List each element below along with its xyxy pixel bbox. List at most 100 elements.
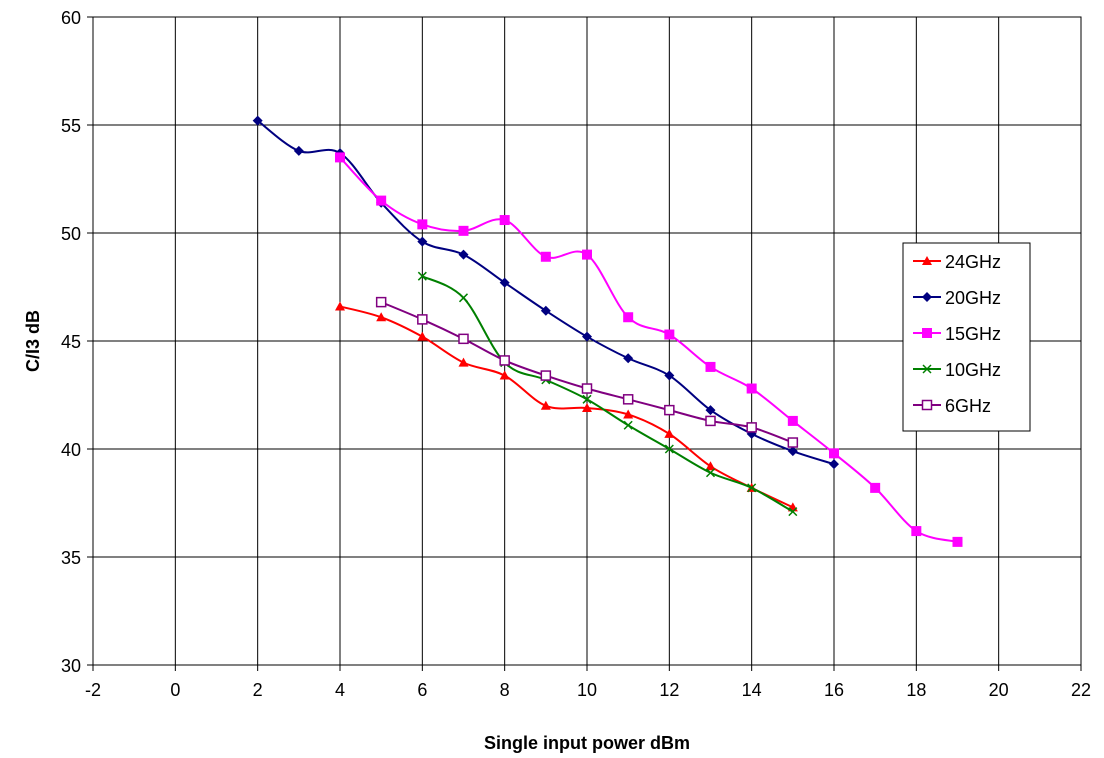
data-point-6ghz bbox=[787, 437, 799, 448]
data-point-20ghz bbox=[458, 249, 469, 260]
data-point-20ghz bbox=[252, 115, 263, 126]
data-point-6ghz bbox=[705, 415, 716, 427]
data-point-24ghz bbox=[582, 402, 592, 412]
data-point-24ghz bbox=[540, 400, 551, 410]
data-point-10ghz bbox=[705, 468, 716, 478]
legend-marker-6ghz bbox=[921, 399, 933, 411]
data-point-20ghz bbox=[787, 446, 798, 457]
series-line-10ghz bbox=[421, 275, 794, 513]
data-point-10ghz bbox=[788, 507, 798, 517]
data-point-24ghz bbox=[664, 428, 675, 438]
legend-label-6ghz: 6GHz bbox=[945, 396, 991, 416]
data-point-6ghz bbox=[581, 383, 593, 394]
series-6ghz bbox=[375, 296, 799, 448]
legend-label-20ghz: 20GHz bbox=[945, 288, 1001, 308]
data-point-15ghz bbox=[911, 526, 922, 537]
data-point-6ghz bbox=[540, 370, 552, 381]
legend-marker-24ghz bbox=[922, 256, 932, 265]
data-point-15ghz bbox=[870, 482, 881, 493]
data-point-6ghz bbox=[622, 394, 634, 405]
y-axis-title: C/I3 dB bbox=[23, 310, 43, 372]
data-point-15ghz bbox=[746, 383, 757, 394]
data-point-24ghz bbox=[705, 461, 716, 471]
x-tick-label: 20 bbox=[989, 680, 1009, 700]
legend-label-24ghz: 24GHz bbox=[945, 252, 1001, 272]
data-point-20ghz bbox=[582, 331, 592, 342]
x-tick-label: 2 bbox=[253, 680, 263, 700]
data-point-24ghz bbox=[623, 409, 634, 419]
y-tick-label: 30 bbox=[61, 656, 81, 676]
series-20ghz bbox=[252, 115, 839, 470]
data-point-6ghz bbox=[664, 404, 675, 416]
data-point-15ghz bbox=[458, 225, 469, 236]
series-15ghz bbox=[335, 152, 963, 547]
tick-labels: -2 0 2 4 6 8 10 12 14 16 18 20 22 30 35 40 45 50 55 60 bbox=[61, 8, 1091, 700]
legend-label-15ghz: 15GHz bbox=[945, 324, 1001, 344]
data-point-15ghz bbox=[335, 152, 345, 163]
data-point-20ghz bbox=[623, 353, 634, 364]
x-tick-label: 10 bbox=[577, 680, 597, 700]
series-lines bbox=[252, 115, 963, 547]
data-point-20ghz bbox=[499, 277, 510, 288]
x-tick-label: 12 bbox=[659, 680, 679, 700]
x-tick-label: 0 bbox=[170, 680, 180, 700]
x-tick-label: 18 bbox=[906, 680, 926, 700]
data-point-24ghz bbox=[458, 357, 469, 367]
data-point-15ghz bbox=[952, 536, 963, 547]
data-point-15ghz bbox=[376, 195, 387, 206]
legend: 24GHz 20GHz 15GHz 10GHz 6GHz bbox=[902, 242, 1031, 432]
data-point-15ghz bbox=[417, 219, 428, 230]
legend-label-10ghz: 10GHz bbox=[945, 360, 1001, 380]
data-point-15ghz bbox=[787, 415, 798, 426]
x-tick-label: 4 bbox=[335, 680, 345, 700]
data-point-24ghz bbox=[499, 370, 510, 380]
data-point-15ghz bbox=[582, 249, 592, 260]
data-point-6ghz bbox=[375, 296, 387, 308]
y-tick-label: 35 bbox=[61, 548, 81, 568]
y-tick-label: 40 bbox=[61, 440, 81, 460]
legend-marker-20ghz bbox=[922, 292, 932, 302]
y-tick-label: 50 bbox=[61, 224, 81, 244]
data-point-15ghz bbox=[829, 448, 839, 459]
data-point-15ghz bbox=[499, 215, 510, 226]
y-tick-label: 60 bbox=[61, 8, 81, 28]
data-point-20ghz bbox=[293, 145, 304, 156]
y-tick-label: 45 bbox=[61, 332, 81, 352]
x-tick-label: 6 bbox=[417, 680, 427, 700]
data-point-6ghz bbox=[746, 422, 757, 433]
data-point-20ghz bbox=[829, 459, 839, 470]
legend-marker-10ghz bbox=[922, 364, 932, 374]
data-point-10ghz bbox=[664, 444, 674, 454]
data-point-20ghz bbox=[664, 370, 675, 381]
data-point-10ghz bbox=[747, 483, 757, 493]
data-point-15ghz bbox=[664, 329, 675, 340]
data-point-10ghz bbox=[582, 394, 592, 404]
data-point-24ghz bbox=[335, 301, 345, 311]
data-point-20ghz bbox=[705, 405, 716, 416]
x-tick-label: 22 bbox=[1071, 680, 1091, 700]
grid-lines bbox=[87, 16, 1082, 671]
x-tick-label: 8 bbox=[500, 680, 510, 700]
data-point-6ghz bbox=[499, 355, 510, 366]
x-tick-label: 14 bbox=[742, 680, 762, 700]
data-point-10ghz bbox=[417, 271, 427, 281]
y-tick-label: 55 bbox=[61, 116, 81, 136]
legend-marker-15ghz bbox=[922, 328, 932, 338]
data-point-15ghz bbox=[705, 361, 716, 372]
x-tick-label: -2 bbox=[85, 680, 101, 700]
data-point-24ghz bbox=[417, 331, 428, 341]
x-tick-label: 16 bbox=[824, 680, 844, 700]
data-point-6ghz bbox=[417, 314, 428, 325]
data-point-6ghz bbox=[458, 333, 469, 345]
data-point-15ghz bbox=[623, 312, 634, 323]
data-point-20ghz bbox=[540, 305, 551, 316]
x-axis-title: Single input power dBm bbox=[484, 733, 690, 753]
data-point-10ghz bbox=[623, 420, 633, 430]
data-point-20ghz bbox=[417, 236, 428, 247]
series-line-15ghz bbox=[339, 156, 958, 543]
data-point-10ghz bbox=[458, 293, 469, 303]
data-point-15ghz bbox=[540, 251, 551, 262]
data-point-24ghz bbox=[376, 312, 387, 322]
